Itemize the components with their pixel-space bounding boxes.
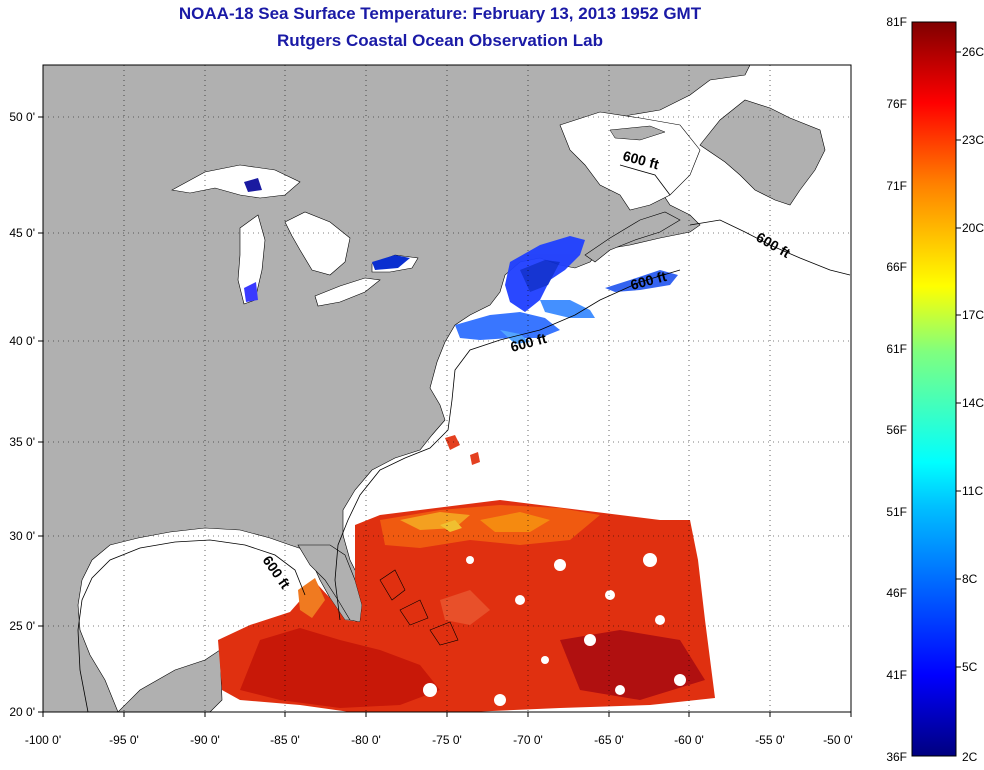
colorbar-c-label: 26C bbox=[962, 45, 984, 59]
colorbar-c-label: 20C bbox=[962, 221, 984, 235]
lon-tick-label: -80 0' bbox=[351, 733, 381, 747]
yucatan-land bbox=[117, 649, 223, 712]
cold-sst-northeast bbox=[455, 236, 678, 344]
colorbar-ticks bbox=[956, 51, 961, 668]
lon-tick-label: -95 0' bbox=[109, 733, 139, 747]
colorbar-c-label: 11C bbox=[962, 484, 983, 498]
colorbar-c-label: 14C bbox=[962, 396, 984, 410]
map-subtitle: Rutgers Coastal Ocean Observation Lab bbox=[277, 31, 603, 50]
colorbar-c-label: 23C bbox=[962, 133, 984, 147]
lon-tick-label: -55 0' bbox=[755, 733, 785, 747]
colorbar-f-label: 51F bbox=[886, 505, 907, 519]
colorbar-c-label: 8C bbox=[962, 572, 978, 586]
map-title: NOAA-18 Sea Surface Temperature: Februar… bbox=[178, 4, 702, 23]
lake-michigan-sst bbox=[244, 282, 258, 302]
great-lakes bbox=[171, 164, 419, 307]
lake-erie bbox=[314, 277, 381, 307]
lat-tick-label: 30 0' bbox=[9, 529, 35, 543]
map-area: 600 ft 600 ft 600 ft 600 ft 600 ft bbox=[43, 65, 851, 712]
colorbar-c-label: 5C bbox=[962, 660, 978, 674]
newfoundland-land bbox=[699, 99, 826, 206]
lon-tick-label: -65 0' bbox=[594, 733, 624, 747]
lon-tick-label: -60 0' bbox=[674, 733, 704, 747]
lon-tick-label: -90 0' bbox=[190, 733, 220, 747]
lat-tick-label: 50 0' bbox=[9, 110, 35, 124]
lon-tick-label: -85 0' bbox=[270, 733, 300, 747]
colorbar-f-label: 46F bbox=[886, 586, 907, 600]
warm-sst-patch bbox=[445, 435, 460, 450]
colorbar-f-label: 41F bbox=[886, 668, 907, 682]
colorbar-c-label: 17C bbox=[962, 308, 984, 322]
colorbar-f-label: 71F bbox=[886, 179, 907, 193]
colorbar-f-label: 76F bbox=[886, 97, 907, 111]
lon-tick-label: -70 0' bbox=[513, 733, 543, 747]
lon-tick-label: -100 0' bbox=[25, 733, 61, 747]
tick-marks bbox=[38, 116, 852, 717]
colorbar-f-label: 61F bbox=[886, 342, 907, 356]
lat-tick-label: 45 0' bbox=[9, 226, 35, 240]
warm-sst-south bbox=[218, 500, 715, 712]
colorbar-f-label: 66F bbox=[886, 260, 907, 274]
anticosti-island bbox=[609, 125, 666, 141]
lat-tick-label: 35 0' bbox=[9, 435, 35, 449]
lon-tick-label: -75 0' bbox=[432, 733, 462, 747]
gulf-st-lawrence bbox=[559, 111, 701, 211]
lake-ontario-sst bbox=[372, 255, 410, 270]
warm-sst-patch-2 bbox=[470, 452, 480, 465]
colorbar-f-label: 56F bbox=[886, 423, 907, 437]
colorbar-c-label: 2C bbox=[962, 750, 978, 764]
nova-scotia-land bbox=[584, 211, 681, 263]
colorbar-f-label: 81F bbox=[886, 15, 907, 29]
lake-sst-pixels bbox=[244, 178, 262, 192]
lon-tick-label: -50 0' bbox=[823, 733, 853, 747]
lat-tick-label: 20 0' bbox=[9, 705, 35, 719]
colorbar bbox=[911, 21, 957, 757]
lake-huron bbox=[284, 211, 351, 276]
lat-tick-label: 25 0' bbox=[9, 619, 35, 633]
colorbar-f-label: 36F bbox=[886, 750, 907, 764]
lat-tick-label: 40 0' bbox=[9, 334, 35, 348]
